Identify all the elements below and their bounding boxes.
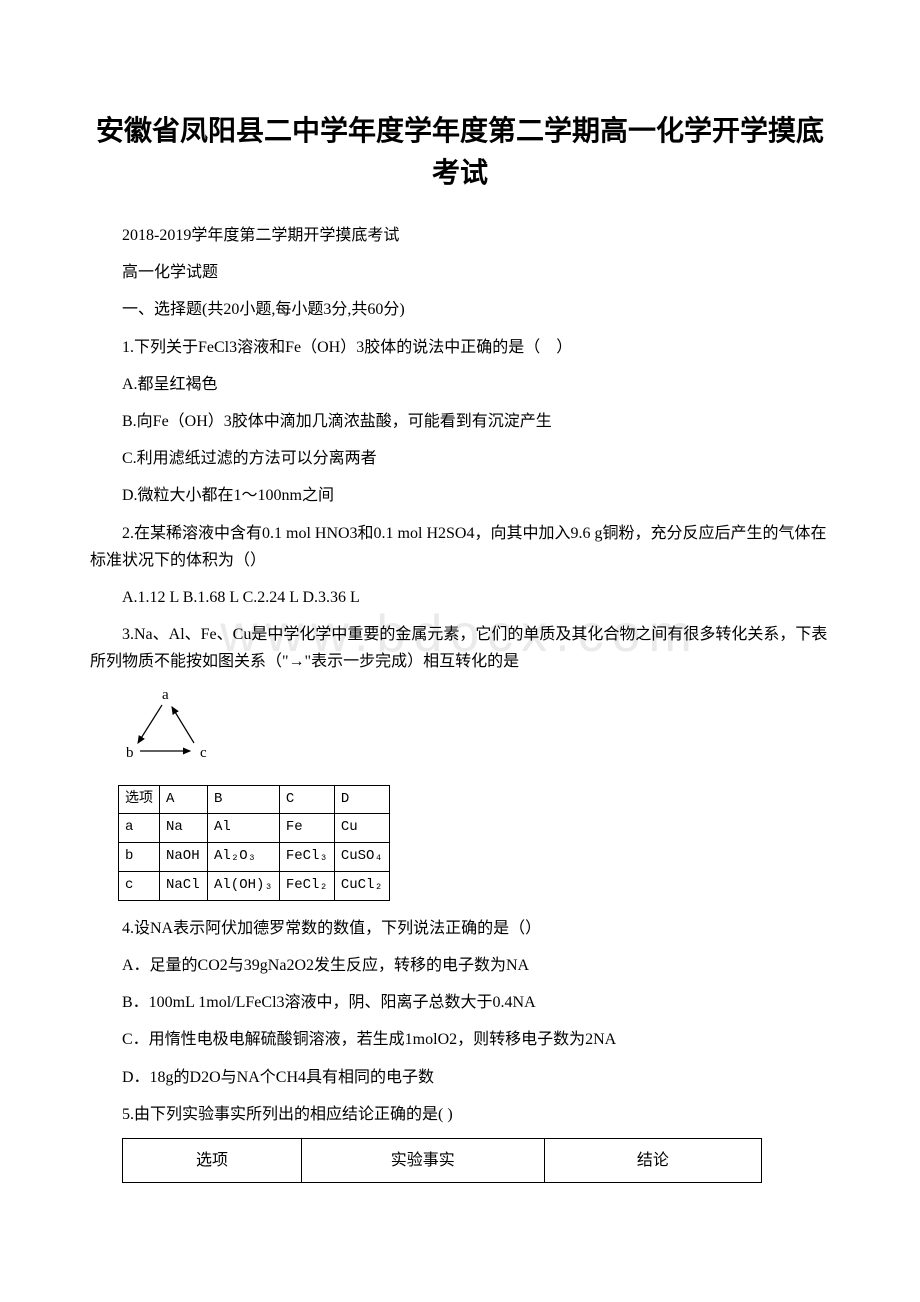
cell: NaOH: [160, 843, 208, 872]
table-row: 选项 实验事实 结论: [123, 1138, 762, 1182]
q1-opt-a: A.都呈红褐色: [90, 371, 830, 398]
cell: CuCl₂: [334, 872, 389, 901]
cell: A: [160, 785, 208, 814]
q4-stem: 4.设NA表示阿伏加德罗常数的数值，下列说法正确的是（）: [90, 915, 830, 942]
cell: a: [119, 814, 160, 843]
cell: b: [119, 843, 160, 872]
q3-table: 选项 A B C D a Na Al Fe Cu b NaOH Al₂O₃ Fe…: [118, 785, 390, 901]
cell: Al: [208, 814, 280, 843]
cell: 选项: [119, 785, 160, 814]
cell: 实验事实: [301, 1138, 544, 1182]
cell: Al₂O₃: [208, 843, 280, 872]
cell: NaCl: [160, 872, 208, 901]
edge-c-a: [172, 707, 194, 743]
node-c: c: [200, 745, 207, 761]
table-row: 选项 A B C D: [119, 785, 390, 814]
cell: Al(OH)₃: [208, 872, 280, 901]
cell: c: [119, 872, 160, 901]
q1-stem: 1.下列关于FeCl3溶液和Fe（OH）3胶体的说法中正确的是（ ）: [90, 334, 830, 361]
q4-opt-c: C．用惰性电极电解硫酸铜溶液，若生成1molO2，则转移电子数为2NA: [90, 1026, 830, 1053]
cell: 选项: [123, 1138, 302, 1182]
cell: C: [279, 785, 334, 814]
node-b: b: [126, 745, 134, 761]
table-row: b NaOH Al₂O₃ FeCl₃ CuSO₄: [119, 843, 390, 872]
subtitle-2: 高一化学试题: [90, 259, 830, 286]
q3-stem: 3.Na、Al、Fe、Cu是中学化学中重要的金属元素，它们的单质及其化合物之间有…: [90, 621, 830, 675]
q1-opt-c: C.利用滤纸过滤的方法可以分离两者: [90, 445, 830, 472]
cell: D: [334, 785, 389, 814]
q5-stem: 5.由下列实验事实所列出的相应结论正确的是( ): [90, 1101, 830, 1128]
node-a: a: [162, 687, 169, 703]
q1-opt-b: B.向Fe（OH）3胶体中滴加几滴浓盐酸，可能看到有沉淀产生: [90, 408, 830, 435]
q2-stem: 2.在某稀溶液中含有0.1 mol HNO3和0.1 mol H2SO4，向其中…: [90, 520, 830, 574]
cell: 结论: [544, 1138, 761, 1182]
q1-opt-d: D.微粒大小都在1～100nm之间: [90, 482, 830, 509]
table-row: a Na Al Fe Cu: [119, 814, 390, 843]
q4-opt-d: D．18g的D2O与NA个CH4具有相同的电子数: [90, 1064, 830, 1091]
cell: FeCl₂: [279, 872, 334, 901]
document-content: 安徽省凤阳县二中学年度学年度第二学期高一化学开学摸底考试 2018-2019学年…: [90, 110, 830, 1183]
section-heading: 一、选择题(共20小题,每小题3分,共60分): [90, 296, 830, 323]
q2-opts: A.1.12 L B.1.68 L C.2.24 L D.3.36 L: [90, 584, 830, 611]
cell: Cu: [334, 814, 389, 843]
q4-opt-b: B．100mL 1mol/LFeCl3溶液中，阴、阳离子总数大于0.4NA: [90, 989, 830, 1016]
cell: CuSO₄: [334, 843, 389, 872]
q4-opt-a: A．足量的CO2与39gNa2O2发生反应，转移的电子数为NA: [90, 952, 830, 979]
table-row: c NaCl Al(OH)₃ FeCl₂ CuCl₂: [119, 872, 390, 901]
cell: Fe: [279, 814, 334, 843]
cell: Na: [160, 814, 208, 843]
edge-a-b: [138, 705, 162, 743]
q3-diagram: a b c: [122, 685, 830, 774]
subtitle-1: 2018-2019学年度第二学期开学摸底考试: [90, 222, 830, 249]
q5-table: 选项 实验事实 结论: [122, 1138, 762, 1183]
page-title: 安徽省凤阳县二中学年度学年度第二学期高一化学开学摸底考试: [90, 110, 830, 194]
cell: FeCl₃: [279, 843, 334, 872]
cell: B: [208, 785, 280, 814]
